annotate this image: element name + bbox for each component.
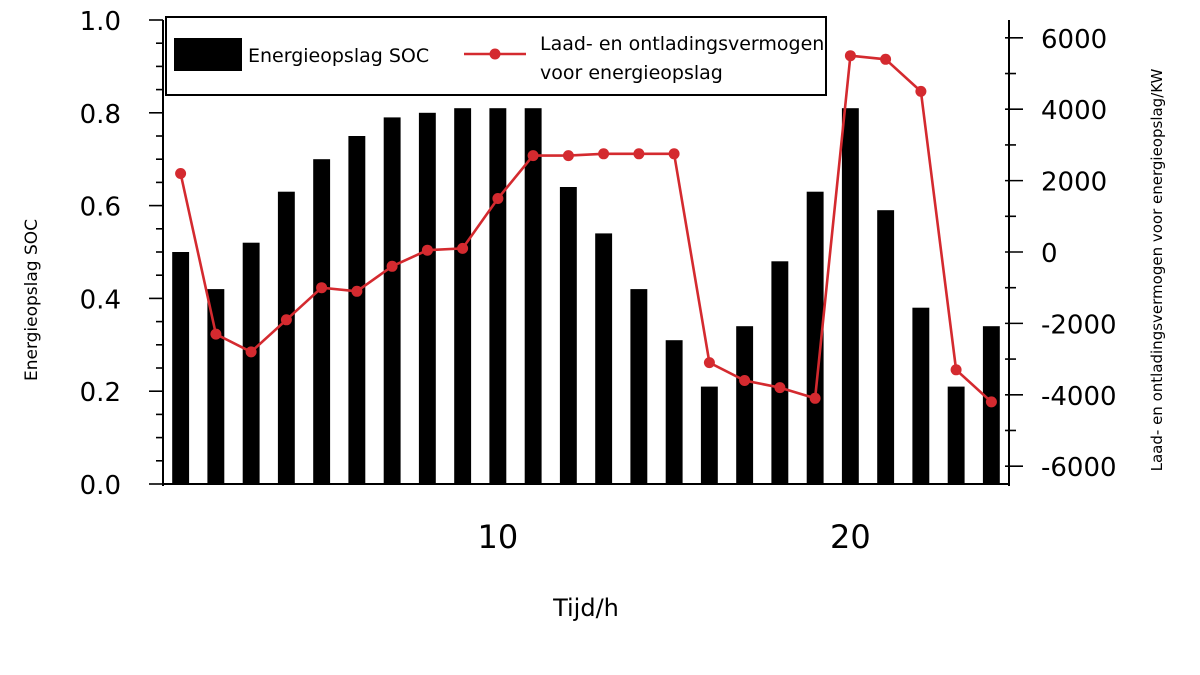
left-tick-label: 1.0	[80, 7, 121, 37]
soc-bar	[383, 117, 401, 485]
right-tick-label: 2000	[1041, 168, 1107, 198]
power-point	[175, 168, 187, 179]
soc-bar	[736, 326, 754, 484]
left-tick-label: 0.6	[80, 193, 121, 223]
power-point	[421, 244, 433, 256]
axis-labels: Tijd/h Energieopslag SOC Laad- en ontladin…	[22, 68, 1166, 622]
power-point	[809, 392, 821, 404]
line-series	[175, 50, 997, 408]
soc-bar	[630, 289, 648, 484]
bar-series	[172, 108, 1000, 485]
right-tick-label: 0	[1041, 239, 1058, 269]
soc-bar	[806, 191, 824, 484]
legend-label-power-line2: voor energieopslag	[540, 62, 723, 84]
power-point	[280, 314, 292, 326]
legend-swatch-marker	[489, 48, 501, 60]
power-point	[774, 382, 786, 394]
left-tick-label: 0.8	[80, 100, 121, 130]
soc-bar	[454, 108, 472, 484]
soc-bar	[771, 261, 789, 484]
soc-bar	[313, 159, 331, 484]
power-point	[880, 53, 892, 65]
soc-bar	[595, 233, 613, 484]
power-point	[316, 282, 328, 294]
soc-bar	[877, 210, 895, 484]
right-tick-label: -4000	[1041, 382, 1117, 412]
legend-label-power-line1: Laad- en ontladingsvermogen	[540, 33, 824, 55]
power-point	[562, 150, 574, 162]
soc-bar	[912, 307, 930, 484]
power-point	[457, 242, 469, 254]
soc-bar	[559, 187, 577, 484]
soc-bar	[207, 289, 225, 484]
soc-bar	[418, 112, 436, 485]
soc-bar	[841, 108, 859, 484]
right-axis-title: Laad- en ontladingsvermogen voor energie…	[1148, 68, 1166, 471]
left-axis-title: Energieopslag SOC	[22, 219, 42, 381]
soc-bar	[489, 108, 507, 484]
power-point	[386, 260, 398, 272]
power-point	[950, 364, 962, 376]
right-tick-label: -6000	[1041, 453, 1117, 483]
power-point	[633, 148, 645, 160]
x-axis-title: Tijd/h	[552, 594, 619, 622]
right-tick-label: 4000	[1041, 96, 1107, 126]
left-tick-label: 0.2	[80, 378, 121, 408]
power-point	[351, 285, 363, 297]
legend-swatch-soc	[174, 38, 242, 71]
x-tick-label: 10	[478, 518, 519, 556]
left-tick-label: 0.0	[80, 471, 121, 501]
right-tick-label: -2000	[1041, 310, 1117, 340]
legend-label-soc: Energieopslag SOC	[248, 45, 429, 67]
soc-bar	[348, 136, 366, 484]
power-point	[915, 85, 927, 97]
power-point	[598, 148, 610, 160]
soc-bar	[277, 191, 295, 484]
soc-bar	[172, 252, 190, 484]
power-point	[668, 148, 680, 160]
power-point	[210, 328, 222, 340]
soc-bar	[665, 340, 683, 484]
soc-bar	[947, 386, 965, 484]
right-tick-label: 6000	[1041, 25, 1107, 55]
power-point	[844, 50, 856, 62]
axes: 0.0 0.2 0.4 0.6 0.8 1.0 -6000 -4000 -2000 0 2000 40…	[80, 7, 1117, 556]
soc-bar	[524, 108, 542, 484]
legend: Energieopslag SOC Laad- en ontladingsverm…	[165, 16, 827, 96]
x-tick-label: 20	[830, 518, 871, 556]
soc-bar	[700, 386, 718, 484]
left-tick-label: 0.4	[80, 285, 121, 315]
power-point	[527, 150, 539, 162]
power-point	[245, 346, 257, 358]
power-point	[492, 193, 504, 204]
power-point	[703, 357, 715, 369]
power-line	[179, 54, 993, 403]
soc-bar	[242, 242, 260, 484]
power-point	[985, 396, 997, 408]
power-point	[739, 375, 751, 386]
